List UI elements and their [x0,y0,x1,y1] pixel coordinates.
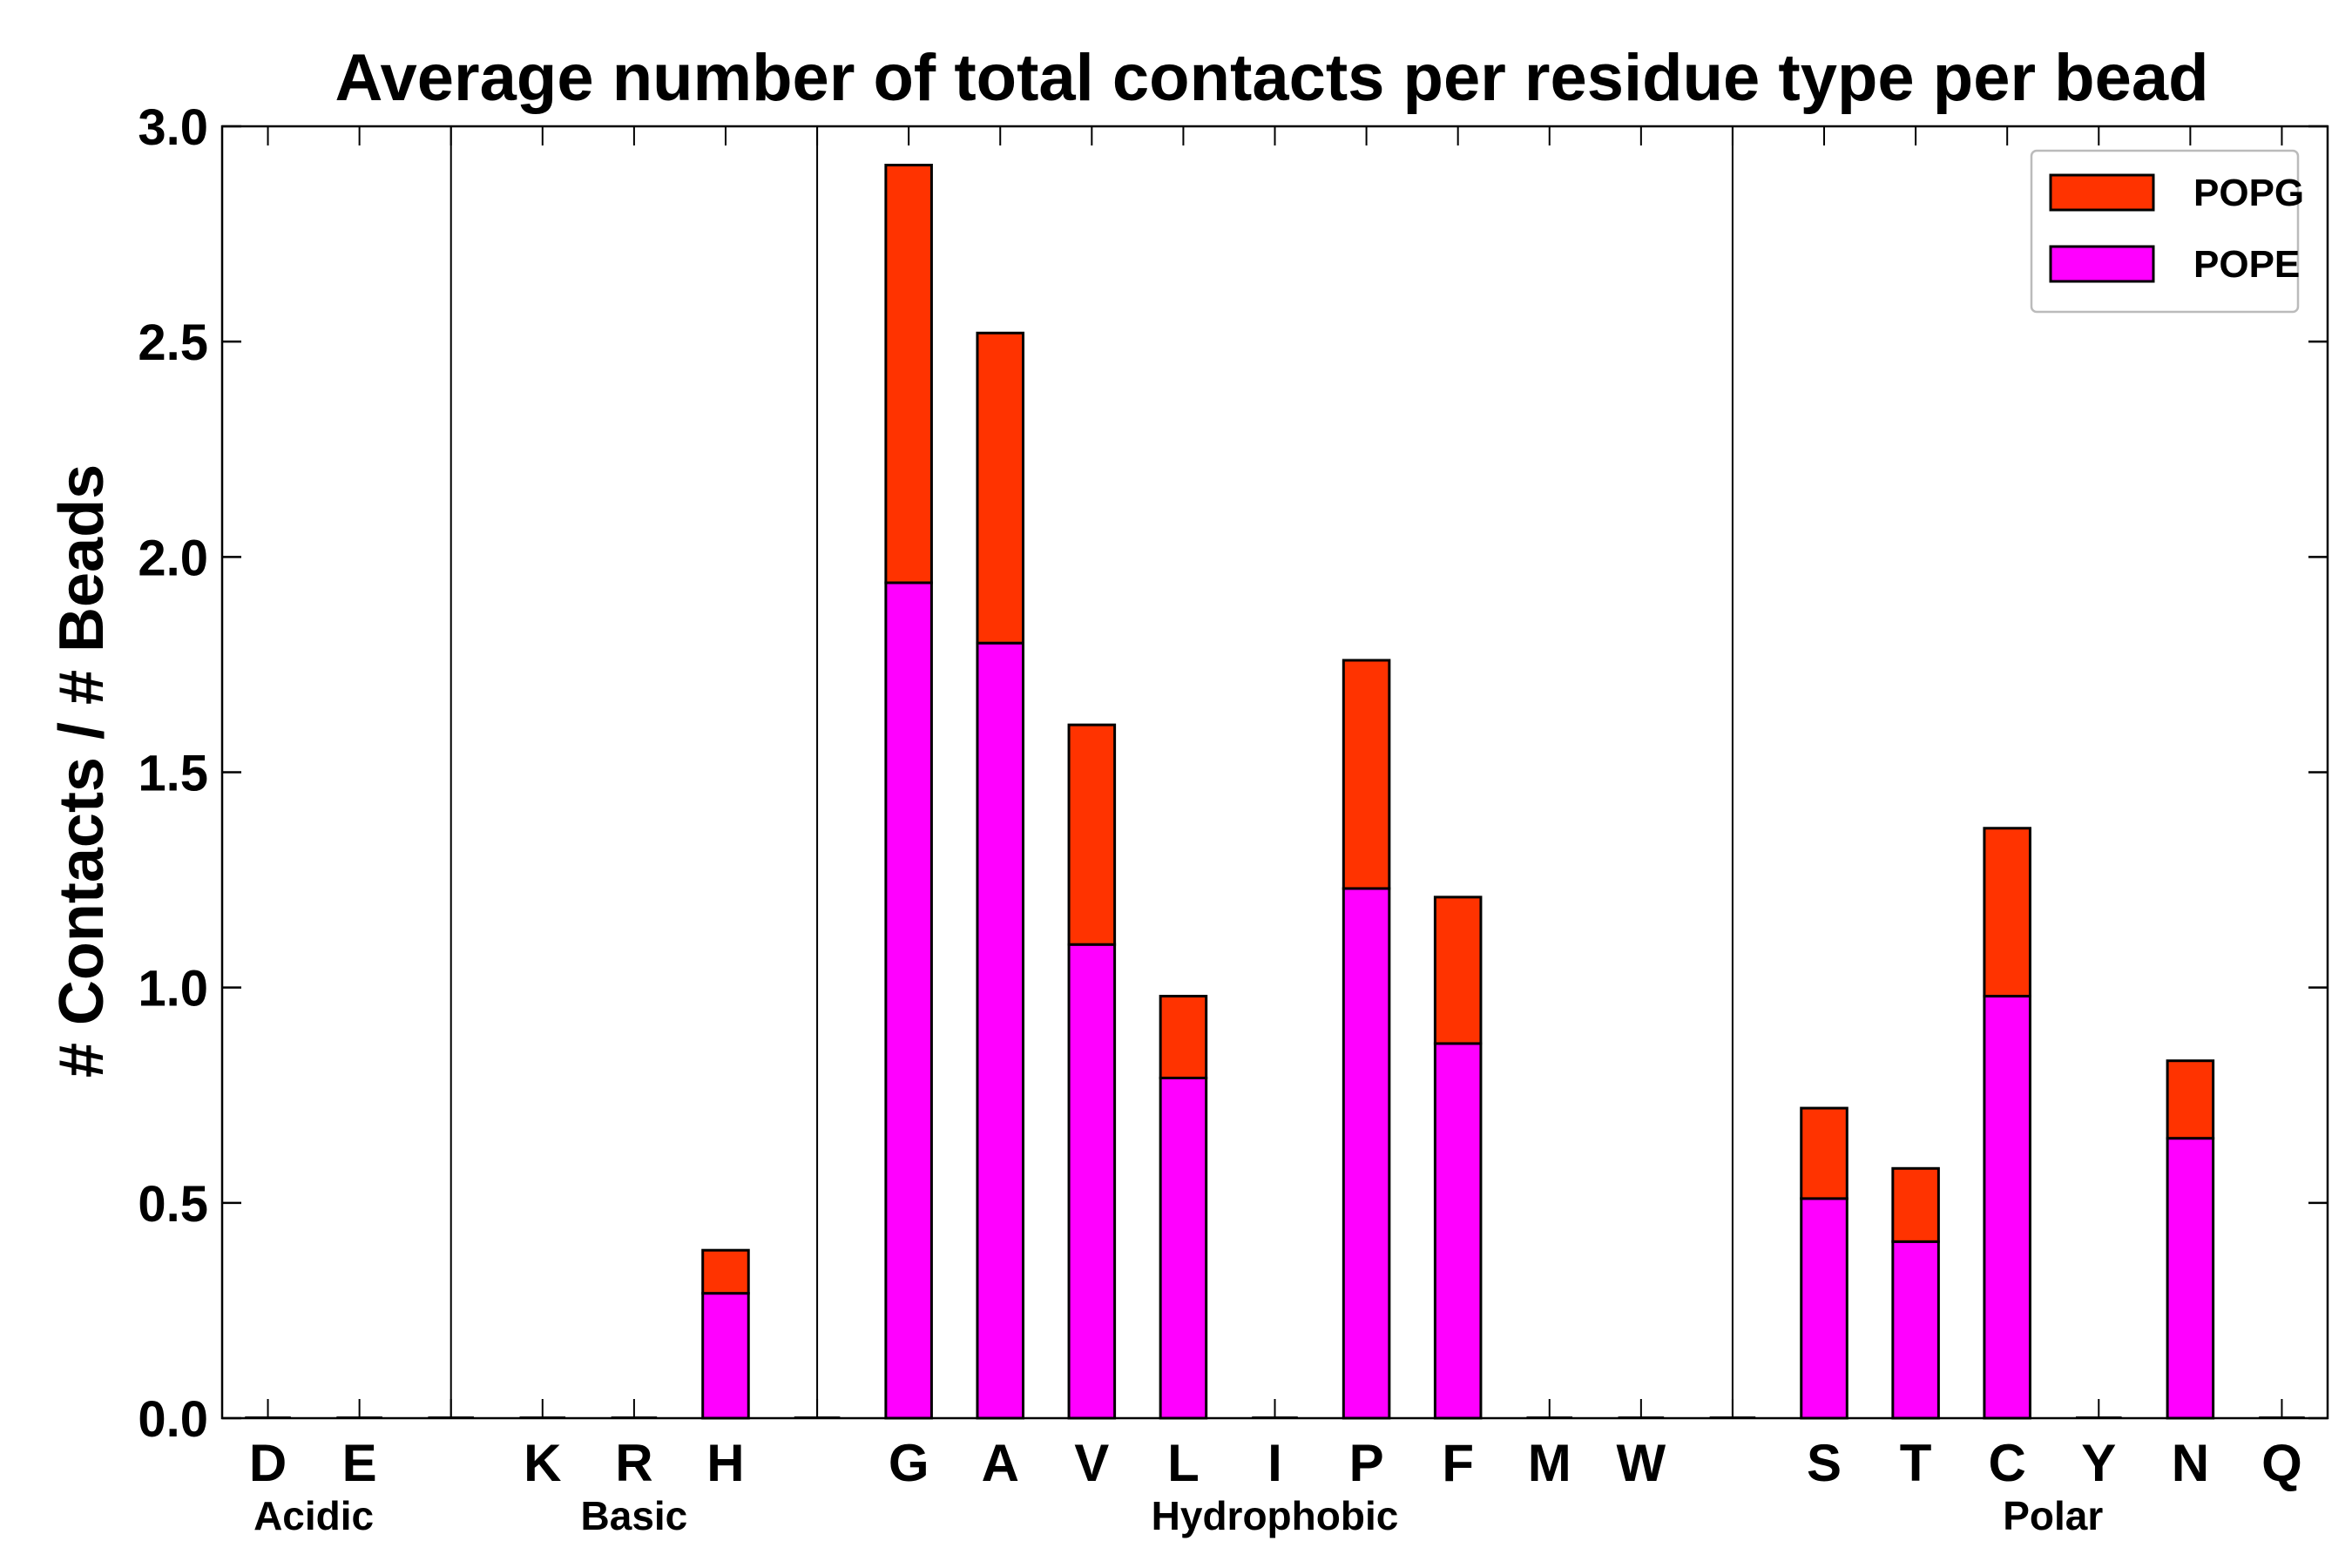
bar-popg-N [2166,1059,2215,1140]
bar-popg-L [1159,995,1208,1079]
x-tick-label-A: A [982,1434,1019,1492]
bar-pope-H [701,1292,750,1420]
plot-area: 0.0 0.5 1.0 1.5 2.0 2.5 3.0 D E K R H G A V L I P F M W S T C Y N… [138,99,2329,1538]
x-tick-label-Y: Y [2081,1434,2116,1492]
x-tick-label-S: S [1807,1434,1842,1492]
y-tick-label: 3.0 [138,99,208,156]
y-tick-label: 0.5 [138,1176,208,1233]
x-tick-label-I: I [1267,1434,1282,1492]
bar-pope-L [1159,1076,1208,1420]
bar-pope-S [1800,1197,1848,1420]
group-label-polar: Polar [2003,1493,2103,1538]
x-tick-label-K: K [524,1434,561,1492]
x-tick-label-V: V [1074,1434,1109,1492]
bar-pope-F [1433,1042,1483,1420]
x-tick-label-M: M [1528,1434,1571,1492]
bar-pope-T [1891,1240,1940,1420]
legend-swatch-popg [2049,173,2155,212]
bar-popg-T [1891,1166,1940,1243]
bar-pope-V [1067,943,1117,1420]
legend-label-popg: POPG [2193,172,2304,214]
bar-popg-P [1342,659,1391,890]
x-tick-label-C: C [1989,1434,2026,1492]
bar-popg-S [1800,1106,1848,1200]
y-tick-label: 2.0 [138,530,208,586]
bar-pope-G [884,581,933,1420]
bar-pope-N [2166,1137,2215,1420]
group-label-basic: Basic [581,1493,688,1538]
y-tick-label: 1.0 [138,961,208,1017]
x-tick-label-Q: Q [2261,1434,2302,1492]
x-tick-label-R: R [615,1434,652,1492]
x-tick-label-N: N [2172,1434,2209,1492]
x-tick-label-E: E [342,1434,377,1492]
x-tick-label-F: F [1442,1434,1474,1492]
x-tick-label-T: T [1900,1434,1932,1492]
x-tick-label-H: H [706,1434,744,1492]
y-tick-label: 1.5 [138,746,208,802]
legend: POPG POPE [2030,149,2304,314]
x-tick-label-P: P [1349,1434,1384,1492]
group-label-acidic: Acidic [253,1493,374,1538]
x-tick-label-W: W [1617,1434,1666,1492]
y-tick-label: 2.5 [138,314,208,371]
bar-popg-V [1067,723,1117,946]
bar-pope-P [1342,887,1391,1420]
bar-popg-F [1433,896,1483,1045]
y-axis-label: # Contacts / # Beads [47,464,117,1078]
x-tick-label-G: G [889,1434,929,1492]
bar-popg-C [1983,827,2031,998]
bar-popg-A [976,331,1025,645]
group-label-hydrophobic: Hydrophobic [1152,1493,1399,1538]
x-tick-label-L: L [1167,1434,1200,1492]
y-tick-label: 0.0 [138,1391,208,1448]
x-tick-label-D: D [249,1434,287,1492]
chart-title: Average number of total contacts per res… [335,41,2208,115]
legend-swatch-pope [2049,245,2155,283]
bar-pope-C [1983,995,2031,1420]
bar-pope-A [976,641,1025,1420]
bar-popg-G [884,163,933,585]
bar-popg-H [701,1248,750,1295]
legend-label-pope: POPE [2193,243,2300,286]
